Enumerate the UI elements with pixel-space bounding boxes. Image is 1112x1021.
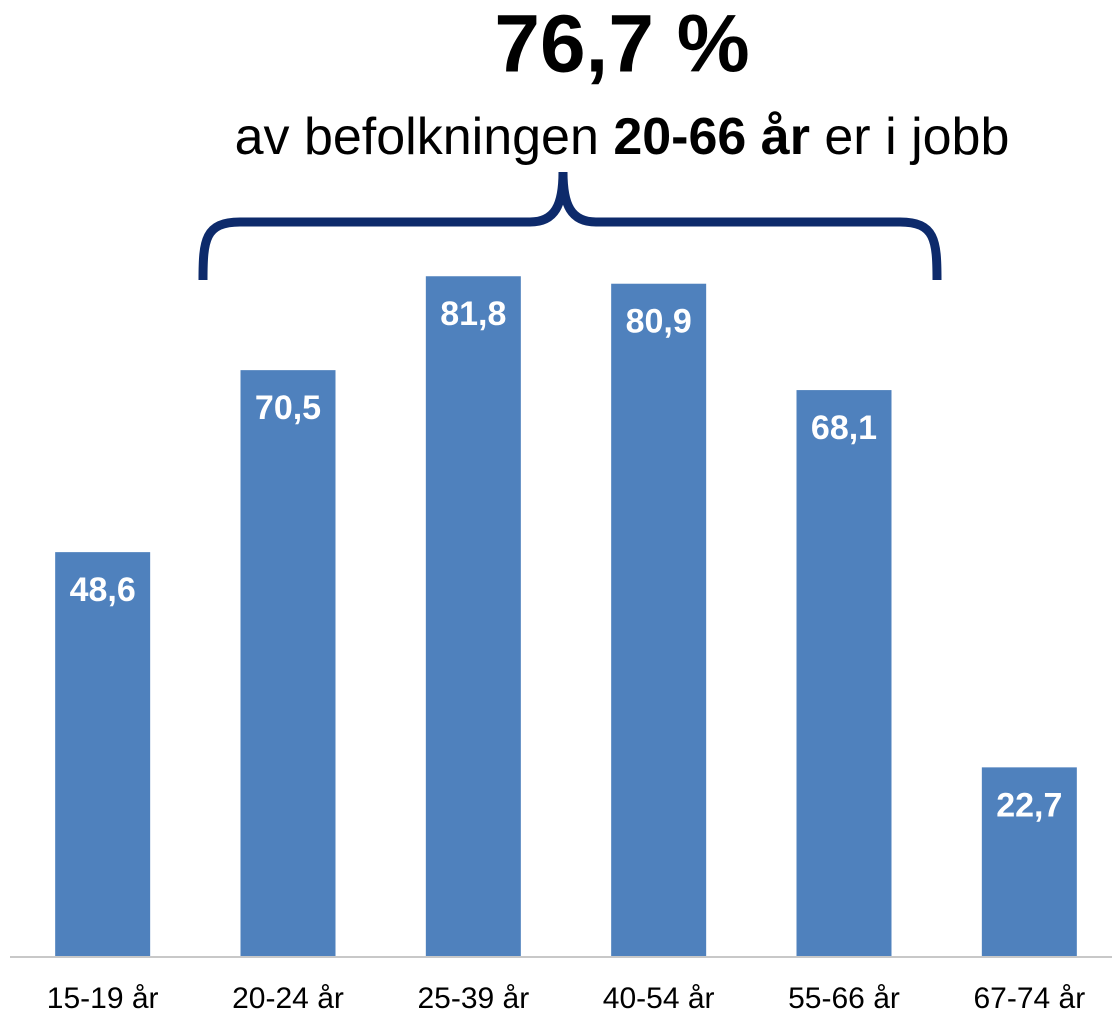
- x-tick-label: 15-19 år: [47, 982, 159, 1015]
- bar: [240, 370, 336, 956]
- subtitle-part: er i jobb: [824, 108, 1009, 166]
- subtitle: av befolkningen 20-66 år er i jobb: [235, 108, 1010, 166]
- value-label: 80,9: [626, 303, 692, 341]
- x-tick-label: 40-54 år: [603, 982, 715, 1015]
- value-label: 22,7: [996, 786, 1062, 824]
- value-label: 68,1: [811, 409, 877, 447]
- subtitle-part: av befolkningen: [235, 108, 599, 166]
- bar: [55, 552, 151, 956]
- x-tick-label: 20-24 år: [232, 982, 344, 1015]
- headline: 76,7 %: [494, 0, 749, 90]
- x-tick-label: 55-66 år: [788, 982, 900, 1015]
- subtitle-part: 20-66 år: [613, 108, 810, 166]
- value-label: 48,6: [70, 571, 136, 609]
- value-label: 70,5: [255, 389, 321, 427]
- bar: [425, 276, 521, 956]
- bar: [981, 767, 1077, 956]
- brace: [198, 171, 942, 281]
- bar: [796, 390, 892, 956]
- x-tick-label: 67-74 år: [973, 982, 1085, 1015]
- x-tick-label: 25-39 år: [417, 982, 529, 1015]
- bar: [611, 283, 707, 956]
- value-label: 81,8: [440, 295, 506, 333]
